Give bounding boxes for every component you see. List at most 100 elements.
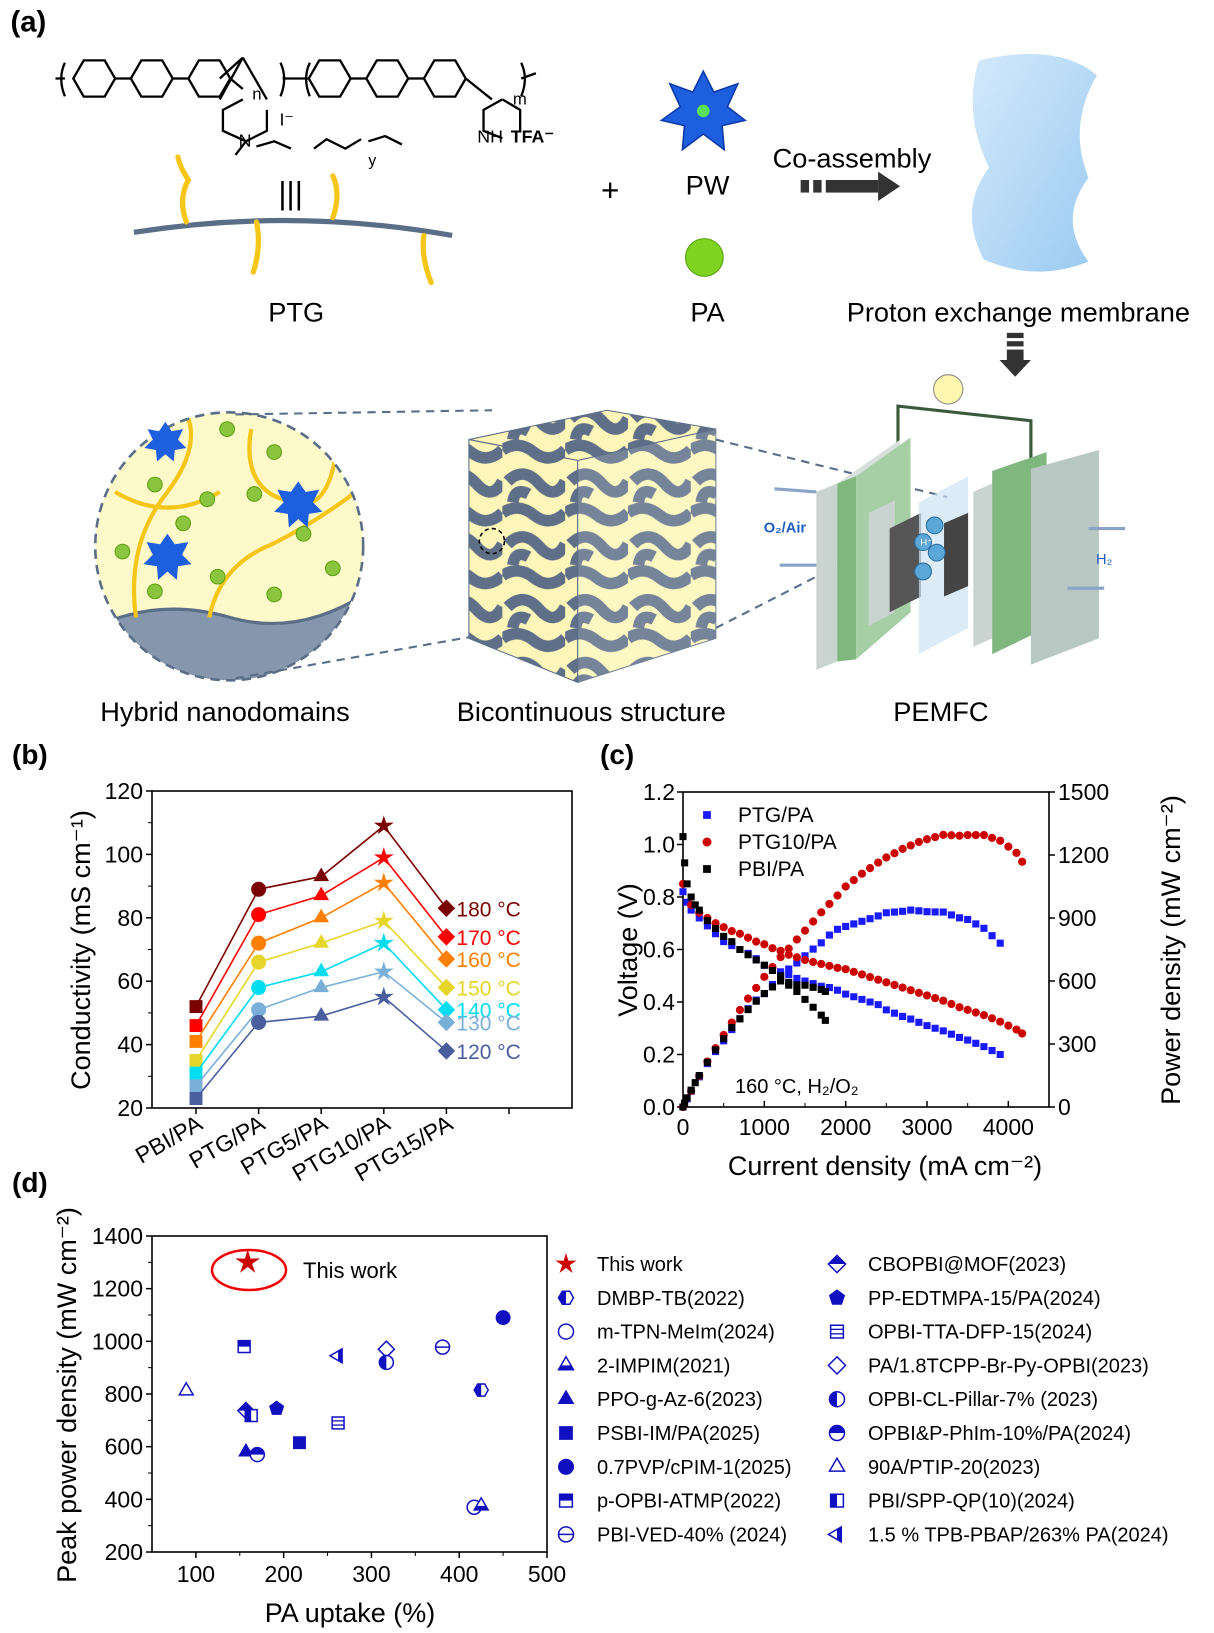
cathode-gas-label: O₂/Air [764,521,807,537]
square-marker [293,1436,306,1450]
pa-dot [324,560,341,577]
circle-marker [955,831,964,840]
panel-label-c: (c) [600,739,634,770]
legend-label: PTG10/PA [738,831,837,854]
power-point [947,831,956,840]
power-point [865,864,875,873]
power-point [785,981,793,989]
legend-marker [557,1290,575,1306]
circle-marker [931,993,940,1003]
series-label: 170 °C [456,927,520,950]
legend-marker [826,1525,843,1544]
series-140 °C: 140 °C [189,932,521,1080]
square-marker [801,981,809,989]
power-point [821,987,829,996]
structure-m-subscript: m [513,90,527,109]
power-point [931,908,939,916]
square-marker [736,945,744,954]
power-point [776,952,785,962]
equivalence-symbol: ||| [278,176,302,211]
voltage-point [857,970,867,979]
circle-marker [898,844,907,854]
data-point [251,935,267,951]
data-point-PBI-VED-40% (2024) [434,1339,451,1355]
square-marker [793,974,801,982]
circle-marker [849,967,858,976]
power-point [915,907,923,915]
series-label: 140 °C [456,1000,520,1023]
power-point [964,915,972,924]
power-point [760,972,769,981]
diamond-marker-fill [828,1255,846,1264]
data-point [189,1079,203,1093]
square-marker [728,1024,736,1032]
triangle-marker [313,978,330,993]
pa-dot [295,525,312,542]
voltage-point [736,945,744,954]
voltage-point [922,991,932,1000]
circle-marker [874,975,883,984]
square-marker [842,990,850,998]
circle-marker [890,849,899,858]
data-point [373,961,394,981]
circle-marker [1018,1029,1027,1038]
square-marker [801,995,809,1003]
benzene-ring [129,59,175,98]
voltage-point [793,987,801,996]
voltage-point [996,1017,1005,1026]
y-tick-label-b: 20 [117,1095,143,1121]
y-tick-label-d: 1400 [92,1223,143,1249]
circle-marker [914,837,923,847]
legend-marker [829,1324,845,1339]
benzene-ring [422,59,468,98]
data-point-2-IMPIM(2021) [472,1496,490,1511]
panel-d-comparison-chart: (d) 100 200 300 400 500 200 400 600 800 1000 1200 1… [12,1167,1169,1628]
star-marker [373,815,394,835]
square-marker [777,977,785,985]
legend-marker [828,1424,846,1442]
diamond-marker [437,1013,456,1032]
square-marker [679,888,687,896]
voltage-point [939,996,948,1005]
series-130 °C: 130 °C [189,961,521,1093]
power-point [785,965,793,973]
square-marker [752,956,760,964]
power-point [980,924,988,932]
power-point [899,907,907,915]
data-point [313,867,330,882]
power-point [720,1035,728,1043]
y-tick-label-c: 1.2 [643,779,675,805]
voltage-point [841,965,850,974]
benzene-ring [307,59,352,98]
star-marker [373,961,394,981]
power-point [939,830,948,839]
panel-label-d: (d) [12,1167,48,1198]
plus-sign: + [601,173,619,208]
data-point [313,962,330,977]
pemfc-label: PEMFC [893,696,988,727]
voltage-point [931,993,940,1003]
panel-c-polarization-chart: (c) 0 1000 2000 3000 40000.00.20.40.60.81.01… [600,739,1186,1181]
square-marker [809,945,817,953]
voltage-point [964,1036,972,1044]
circle-marker [906,841,915,850]
circle-marker [996,1017,1005,1026]
square-marker [866,915,874,923]
circle-marker [817,908,826,917]
diamond-marker [437,899,456,918]
square-marker [890,1009,899,1017]
square-marker [915,907,923,915]
circle-marker [947,831,956,840]
bicontinuous-structure-label: Bicontinuous structure [457,696,726,727]
data-point-DMBP-TB(2022) [473,1383,490,1397]
power-point [1018,857,1027,866]
x-axis-title-c: Current density (mA cm⁻²) [728,1151,1042,1181]
diamond-marker-outline [827,1355,847,1376]
square-marker [833,986,842,994]
circle-marker [251,907,267,923]
square-marker [850,993,858,1001]
data-point-PSBI-IM/PA(2025) [293,1436,306,1450]
y2-tick-label-c: 1500 [1058,779,1109,805]
y-tick-label-c: 0.0 [643,1094,675,1120]
